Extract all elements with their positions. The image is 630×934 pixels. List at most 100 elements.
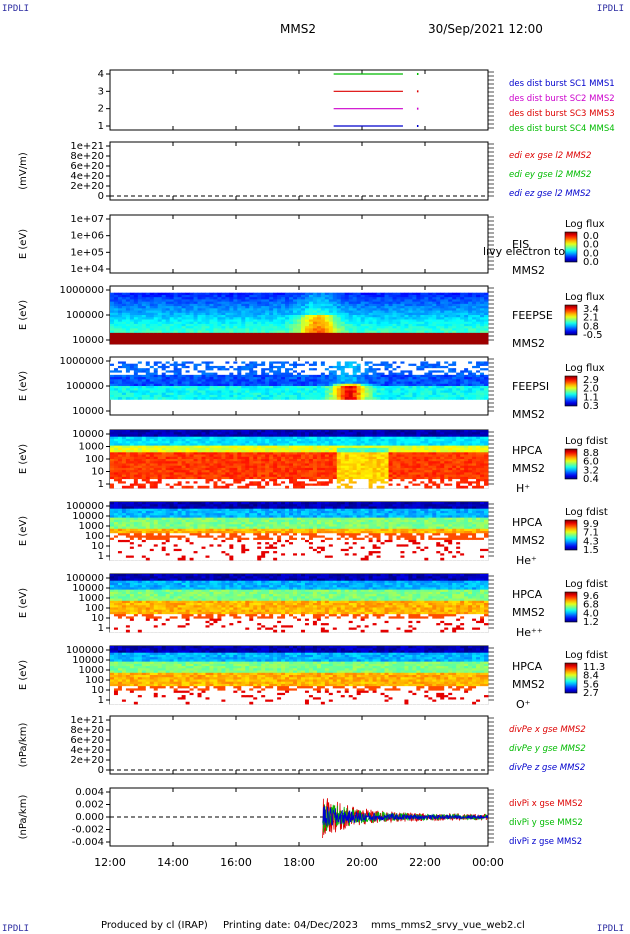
spectrogram-cell [241,443,245,446]
spectrogram-cell [337,299,341,302]
spectrogram-cell [245,472,249,475]
spectrogram-cell [420,328,424,331]
spectrogram-cell [416,342,420,345]
instrument-label: MMS2 [512,264,545,277]
spectrogram-cell [202,370,206,373]
spectrogram-cell [154,328,158,331]
spectrogram-cell [178,328,182,331]
spectrogram-cell [476,328,480,331]
y-tick-label: 1 [98,121,104,132]
spectrogram-cell [162,472,166,475]
spectrogram-cell [480,342,484,345]
spectrogram-cell [309,328,313,331]
instrument-label: FEEPSI [512,380,549,393]
spectrogram-cell [452,328,456,331]
spectrogram-cell [253,370,257,373]
spectrogram-cell [122,397,126,400]
spectrogram-cell [209,342,213,345]
spectrogram-cell [269,328,273,331]
spectrogram-cell [166,443,170,446]
y-tick-label: 1000000 [59,285,104,296]
spectrogram-cell [440,299,444,302]
y-tick-label: 10000 [72,335,104,346]
spectrogram-cell [146,397,150,400]
spectrogram-cell [389,342,393,345]
spectrogram-cell [428,370,432,373]
spectrogram-cell [261,370,265,373]
spectrogram-cell [289,342,293,345]
spectrogram-cell [186,486,190,489]
y-tick-label: 0 [98,191,104,202]
spectrogram-cell [261,342,265,345]
spectrogram-cell [325,370,329,373]
spectrogram-cell [341,328,345,331]
spectrogram-cell [452,299,456,302]
spectrogram-cell [134,397,138,400]
spectrogram-cell [269,299,273,302]
spectrogram-cell [225,486,229,489]
spectrogram-cell [205,443,209,446]
spectrogram-cell [385,299,389,302]
spectrogram-cell [217,486,221,489]
spectrogram-cell [142,299,146,302]
spectrogram-cell [190,342,194,345]
spectrogram-cell [345,328,349,331]
spectrogram-cell [205,342,209,345]
spectrogram-cell [217,397,221,400]
spectrogram-cell [476,342,480,345]
spectrogram-cell [369,342,373,345]
spectrogram-cell [146,299,150,302]
spectrogram-cell [194,342,198,345]
spectrogram-cell [182,328,186,331]
spectrogram-cell [293,342,297,345]
spectrogram-cell [400,342,404,345]
spectrogram-cell [468,370,472,373]
spectrogram-cell [198,397,202,400]
spectrogram-cell [472,397,476,400]
spectrogram-cell [377,370,381,373]
spectrogram-cell [134,472,138,475]
spectrogram-cell [221,443,225,446]
spectrogram-cell [166,472,170,475]
spectrogram-cell [393,299,397,302]
colorbar-title: Log flux [565,363,605,374]
spectrogram-cell [293,299,297,302]
spectrogram-cell [182,299,186,302]
spectrogram-cell [301,299,305,302]
spectrogram-cell [178,486,182,489]
spectrogram-cell [213,328,217,331]
spectrogram-cell [130,299,134,302]
spectrogram-cell [452,342,456,345]
spectrogram-cell [190,370,194,373]
spectrogram-cell [154,472,158,475]
spectrogram-cell [174,397,178,400]
spectrogram-cell [202,397,206,400]
spectrogram-cell [353,342,357,345]
spectrogram-cell [225,397,229,400]
spectrogram-cell [333,299,337,302]
spectrogram-cell [178,299,182,302]
spectrogram-cell [237,370,241,373]
spectrogram-cell [134,443,138,446]
spectrogram-cell [205,397,209,400]
spectrogram-cell [154,486,158,489]
spectrogram-cell [265,370,269,373]
spectrogram-cell [174,299,178,302]
spectrogram-cell [456,397,460,400]
spectrogram-cell [150,370,154,373]
spectrogram-cell [158,328,162,331]
spectrogram-cell [233,299,237,302]
spectrogram-cell [110,328,114,331]
spectrogram-cell [198,342,202,345]
spectrogram-cell [237,472,241,475]
spectrogram-cell [257,342,261,345]
spectrogram-cell [198,472,202,475]
spectrogram-cell [396,370,400,373]
spectrogram-cell [317,370,321,373]
spectrogram-cell [329,397,333,400]
spectrogram-cell [329,299,333,302]
spectrogram-cell [241,397,245,400]
spectrogram-cell [122,370,126,373]
